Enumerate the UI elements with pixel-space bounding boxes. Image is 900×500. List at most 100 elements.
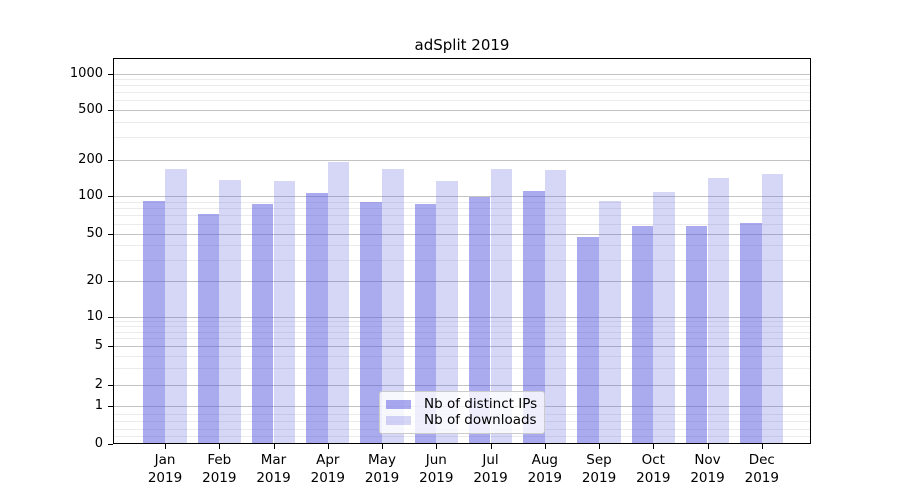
x-tick-year: 2019 bbox=[419, 470, 454, 486]
x-tick-label: Oct 2019 bbox=[618, 451, 688, 487]
bar-downloads-apr bbox=[327, 162, 350, 444]
bar-downloads-oct bbox=[653, 191, 675, 444]
x-tick-month: Jan bbox=[154, 452, 176, 468]
y-tick-mark bbox=[108, 406, 113, 407]
bar-downloads-jul bbox=[490, 168, 513, 444]
legend-swatch-downloads bbox=[386, 416, 411, 425]
x-tick-mark bbox=[599, 444, 600, 449]
y-tick-mark bbox=[108, 316, 113, 318]
y-tick-label: 50 bbox=[86, 225, 103, 241]
x-tick-month: Mar bbox=[260, 452, 287, 468]
x-tick-year: 2019 bbox=[636, 470, 671, 486]
x-tick-mark bbox=[490, 444, 492, 449]
y-tick-label: 0 bbox=[94, 436, 103, 451]
gridline-minor bbox=[113, 79, 811, 80]
bar-distinct-ips-dec bbox=[740, 222, 762, 444]
gridline-major bbox=[113, 159, 811, 161]
y-tick-mark bbox=[108, 196, 113, 197]
gridline-minor bbox=[113, 245, 811, 247]
gridline-minor bbox=[113, 326, 811, 327]
chart-title: adSplit 2019 bbox=[414, 36, 510, 54]
gridline-minor bbox=[113, 321, 811, 322]
gridline-minor bbox=[113, 355, 811, 357]
gridline-minor bbox=[113, 223, 811, 225]
y-tick-mark bbox=[108, 346, 113, 347]
y-tick-mark bbox=[108, 109, 113, 111]
gridline-minor bbox=[113, 121, 811, 123]
y-tick-label: 200 bbox=[78, 151, 103, 167]
gridline-major bbox=[113, 109, 811, 111]
legend-item-downloads: Nb of downloads bbox=[386, 412, 537, 428]
x-tick-month: Dec bbox=[748, 452, 775, 468]
x-tick-label: Dec 2019 bbox=[727, 451, 797, 487]
gridline-minor bbox=[113, 260, 811, 261]
gridline-minor bbox=[113, 331, 811, 333]
x-tick-label: Jan 2019 bbox=[130, 451, 200, 487]
x-tick-label: Mar 2019 bbox=[239, 451, 309, 487]
x-tick-month: Oct bbox=[641, 452, 665, 468]
y-tick-mark bbox=[108, 281, 113, 282]
y-tick-mark bbox=[108, 73, 113, 75]
x-tick-year: 2019 bbox=[744, 470, 779, 486]
bar-downloads-aug bbox=[544, 170, 567, 444]
bar-distinct-ips-jan bbox=[143, 200, 165, 444]
x-tick-month: Jul bbox=[482, 452, 499, 468]
bar-distinct-ips-sep bbox=[577, 236, 599, 444]
gridline-major bbox=[113, 316, 811, 318]
gridline-minor bbox=[113, 201, 811, 203]
x-tick-mark bbox=[165, 444, 166, 449]
gridline-major bbox=[113, 73, 811, 75]
bar-distinct-ips-jun bbox=[414, 204, 437, 444]
x-tick-label: Aug 2019 bbox=[510, 451, 580, 487]
y-tick-mark bbox=[108, 233, 113, 235]
y-tick-mark bbox=[108, 385, 113, 386]
x-tick-mark bbox=[219, 444, 221, 449]
gridline-minor bbox=[113, 100, 811, 101]
gridline-major bbox=[113, 281, 811, 282]
gridline-minor bbox=[113, 215, 811, 217]
gridline-minor bbox=[113, 85, 811, 87]
gridline-minor bbox=[113, 338, 811, 340]
bar-downloads-jun bbox=[436, 181, 458, 444]
x-tick-label: Apr 2019 bbox=[293, 451, 363, 487]
x-tick-month: Feb bbox=[207, 452, 232, 468]
legend-label-distinct-ips: Nb of distinct IPs bbox=[424, 396, 538, 412]
x-tick-year: 2019 bbox=[473, 470, 508, 486]
x-tick-year: 2019 bbox=[690, 470, 725, 486]
x-tick-year: 2019 bbox=[256, 470, 291, 486]
x-tick-label: Nov 2019 bbox=[673, 451, 743, 487]
x-tick-mark bbox=[544, 444, 546, 449]
x-tick-month: Aug bbox=[531, 452, 558, 468]
x-tick-mark bbox=[327, 444, 329, 449]
x-tick-label: Jun 2019 bbox=[401, 451, 471, 487]
x-tick-month: Jun bbox=[425, 452, 447, 468]
bar-downloads-sep bbox=[599, 201, 621, 444]
bar-downloads-mar bbox=[273, 181, 296, 444]
x-tick-month: May bbox=[368, 452, 396, 468]
gridline-major bbox=[113, 196, 811, 197]
y-tick-mark bbox=[108, 444, 113, 445]
y-tick-label: 1 bbox=[94, 398, 103, 413]
x-tick-label: Jul 2019 bbox=[456, 451, 526, 487]
x-tick-year: 2019 bbox=[202, 470, 237, 486]
y-tick-label: 20 bbox=[86, 273, 103, 288]
x-tick-month: Apr bbox=[316, 452, 340, 468]
bar-distinct-ips-oct bbox=[631, 225, 654, 444]
y-tick-label: 5 bbox=[94, 338, 103, 353]
x-tick-label: Feb 2019 bbox=[184, 451, 254, 487]
y-tick-label: 2 bbox=[94, 377, 103, 392]
gridline-minor bbox=[113, 208, 811, 210]
legend-label-downloads: Nb of downloads bbox=[424, 412, 537, 428]
bar-downloads-may bbox=[382, 169, 404, 444]
bar-downloads-nov bbox=[707, 177, 730, 444]
x-tick-label: May 2019 bbox=[347, 451, 417, 487]
y-tick-mark bbox=[108, 159, 113, 161]
x-tick-year: 2019 bbox=[310, 470, 345, 486]
x-tick-year: 2019 bbox=[147, 470, 183, 486]
bar-distinct-ips-jul bbox=[468, 197, 491, 444]
x-tick-month: Nov bbox=[694, 452, 721, 468]
y-tick-label: 10 bbox=[86, 308, 103, 324]
bars-layer bbox=[113, 58, 811, 444]
x-tick-mark bbox=[761, 444, 763, 449]
